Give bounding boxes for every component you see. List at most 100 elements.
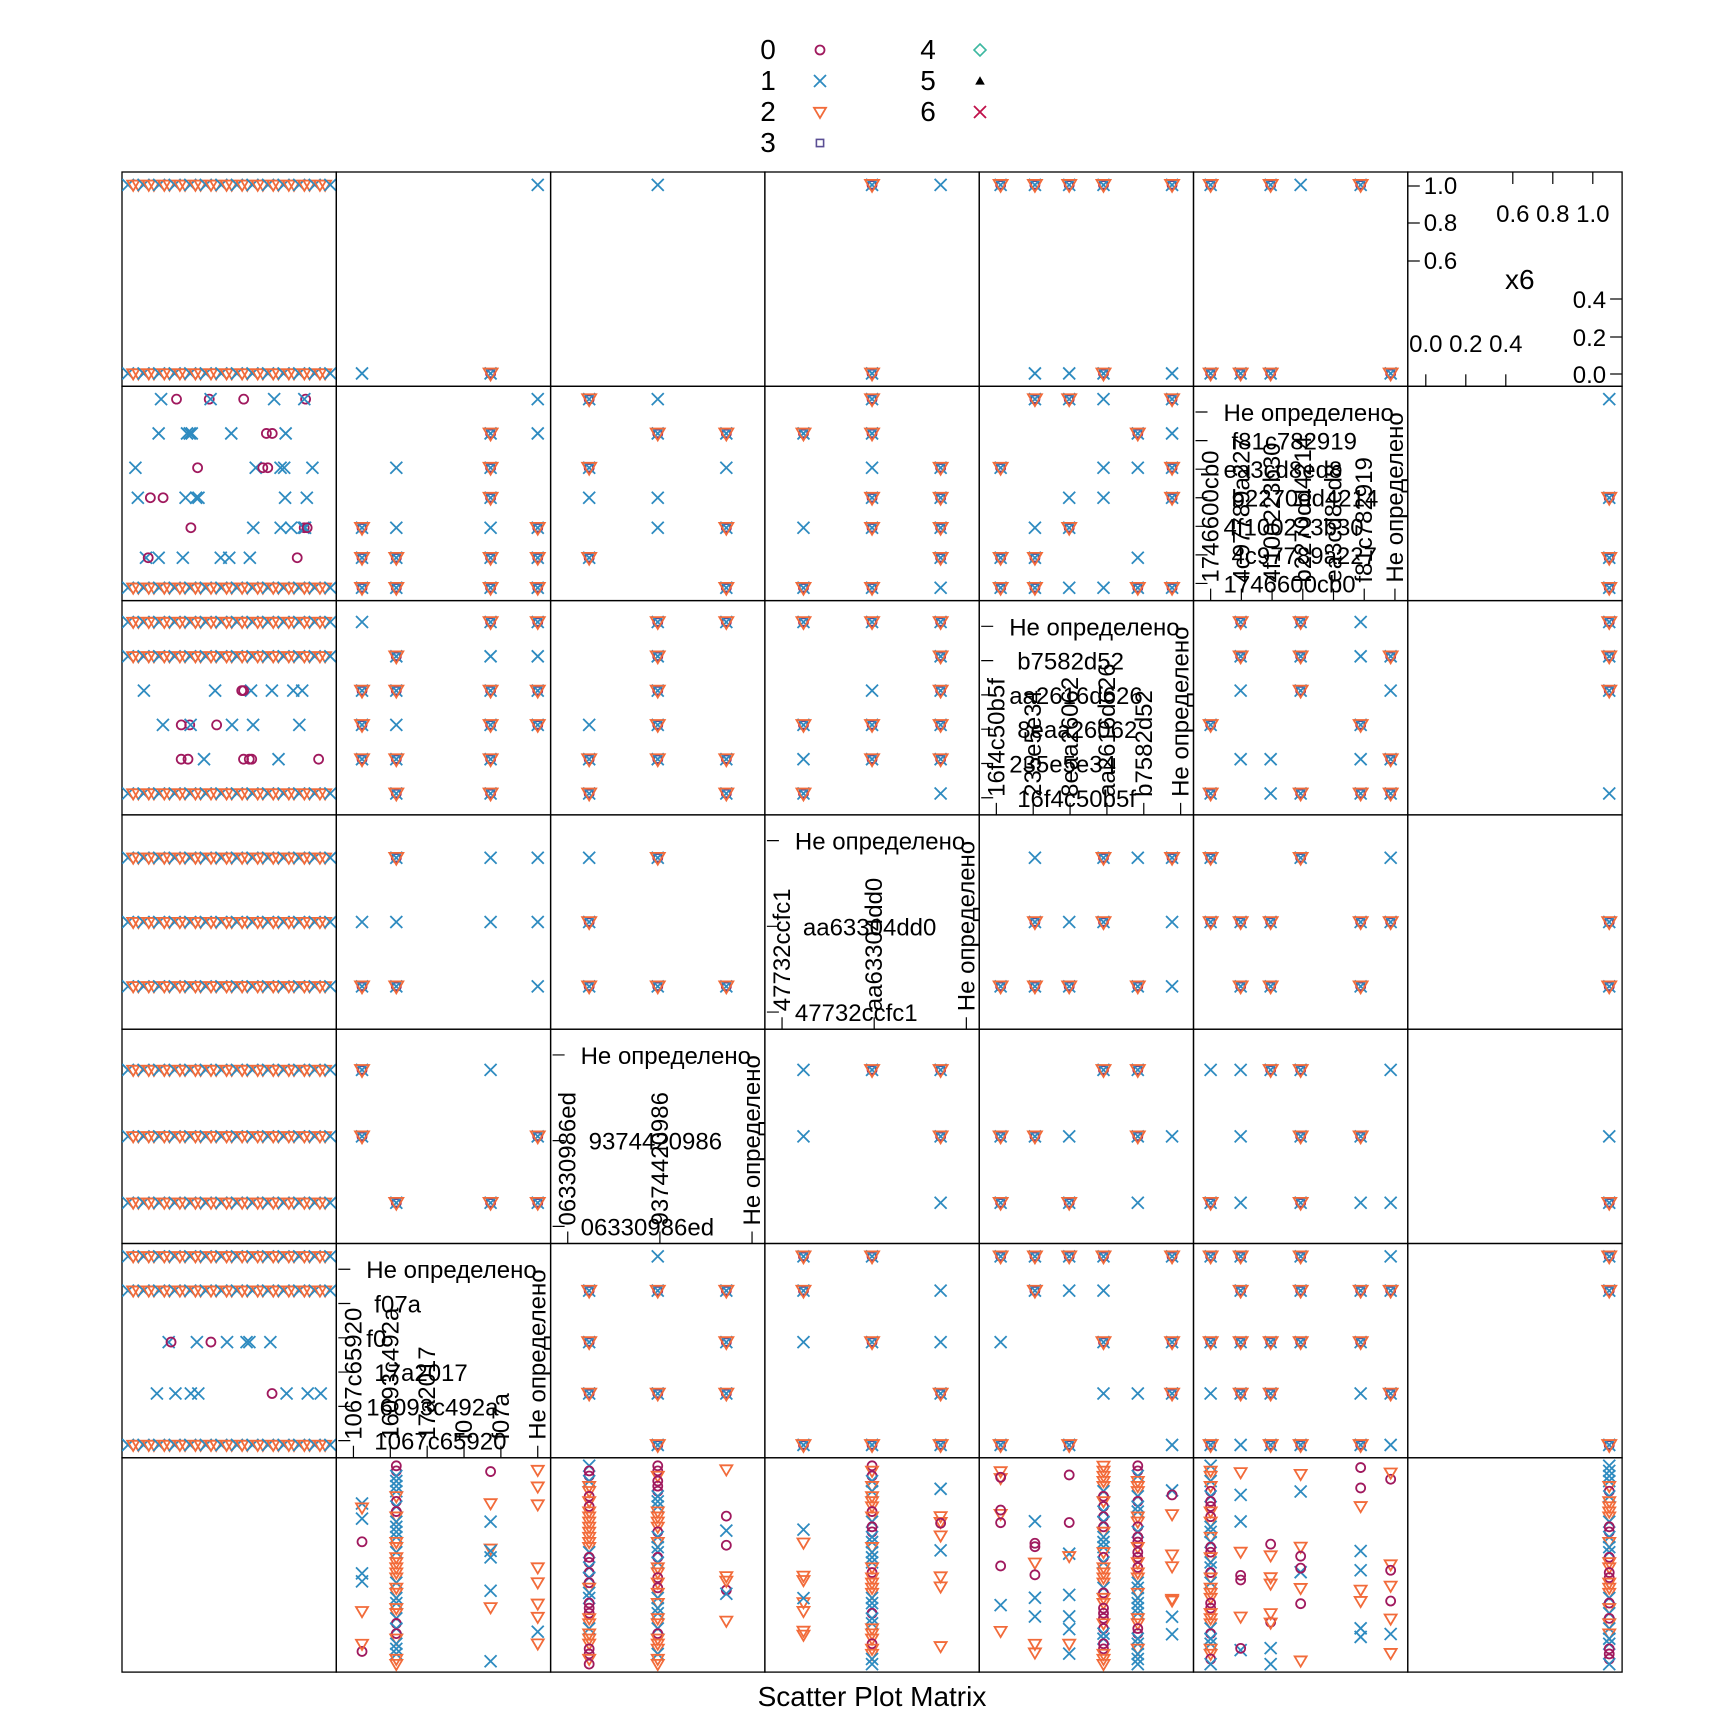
point bbox=[356, 1536, 368, 1548]
point bbox=[651, 491, 665, 505]
legend-label: 2 bbox=[760, 96, 776, 127]
panel-3-0 bbox=[121, 814, 337, 1030]
point bbox=[1292, 1439, 1310, 1454]
point bbox=[262, 462, 274, 474]
point bbox=[933, 1543, 948, 1557]
point bbox=[203, 393, 215, 405]
legend-label: 1 bbox=[760, 65, 776, 96]
point bbox=[863, 1064, 881, 1079]
point bbox=[176, 551, 190, 565]
point bbox=[649, 1284, 667, 1300]
point bbox=[1292, 1336, 1310, 1351]
point bbox=[649, 650, 667, 666]
point bbox=[1603, 1521, 1615, 1533]
point bbox=[1262, 1336, 1280, 1351]
point bbox=[1060, 980, 1078, 996]
point bbox=[482, 491, 500, 507]
point bbox=[1232, 916, 1250, 931]
point bbox=[529, 684, 547, 700]
diag-level-label-rot: Не определено bbox=[525, 1269, 552, 1439]
point bbox=[1129, 427, 1147, 443]
x6-tick-label: 0.0 bbox=[1409, 331, 1442, 358]
point bbox=[354, 1638, 370, 1652]
point bbox=[1060, 1196, 1078, 1212]
panel-frame bbox=[1407, 599, 1623, 816]
point bbox=[1600, 1439, 1618, 1454]
point bbox=[933, 1335, 948, 1349]
point bbox=[1294, 1284, 1308, 1298]
point bbox=[1602, 1129, 1616, 1143]
point bbox=[1355, 1482, 1367, 1494]
point bbox=[1204, 178, 1218, 192]
point bbox=[932, 1439, 950, 1454]
panel-frame bbox=[121, 385, 337, 602]
panel-3-4 bbox=[978, 814, 1195, 1030]
point bbox=[580, 916, 598, 931]
diag-level-label-rot: 9374420986 bbox=[647, 1092, 674, 1225]
point bbox=[278, 491, 292, 505]
point bbox=[483, 1063, 498, 1077]
point bbox=[1600, 1196, 1618, 1212]
point bbox=[1382, 650, 1400, 666]
point bbox=[932, 491, 950, 507]
point bbox=[530, 1611, 546, 1625]
point bbox=[1029, 1541, 1041, 1553]
point bbox=[1204, 1063, 1218, 1077]
panel-frame bbox=[121, 1242, 337, 1459]
panel-4-5 bbox=[1192, 1028, 1409, 1245]
point bbox=[1603, 1567, 1615, 1578]
panel-frame bbox=[549, 385, 766, 602]
point bbox=[1026, 551, 1044, 567]
panel-frame bbox=[121, 1457, 337, 1673]
point bbox=[933, 581, 948, 595]
legend-label: 0 bbox=[760, 34, 776, 65]
diag-level-label-rot: 06330986ed bbox=[555, 1092, 582, 1225]
point bbox=[1295, 1598, 1307, 1610]
point bbox=[482, 684, 500, 700]
diag-level-label-rot: 47732ccfc1 bbox=[769, 888, 796, 1011]
panel-frame bbox=[1407, 814, 1623, 1030]
panel-frame bbox=[764, 599, 980, 816]
point bbox=[1234, 1249, 1248, 1263]
point bbox=[932, 719, 950, 734]
point bbox=[1352, 1130, 1370, 1146]
point bbox=[1062, 915, 1076, 929]
point bbox=[1383, 1613, 1399, 1627]
point bbox=[387, 581, 405, 597]
panel-frame bbox=[1192, 814, 1409, 1030]
diag-level-label: 9374420986 bbox=[589, 1129, 722, 1156]
point bbox=[323, 851, 337, 865]
point bbox=[580, 393, 598, 408]
point bbox=[995, 1504, 1007, 1516]
point bbox=[1096, 1626, 1111, 1641]
point bbox=[131, 491, 145, 505]
point bbox=[580, 1387, 598, 1403]
point bbox=[1234, 1196, 1248, 1210]
point bbox=[355, 366, 369, 381]
panel-frame bbox=[764, 171, 980, 387]
point bbox=[1098, 1602, 1109, 1614]
point bbox=[389, 1474, 403, 1488]
point bbox=[1263, 1608, 1279, 1622]
point bbox=[1263, 1617, 1279, 1631]
point bbox=[1026, 581, 1044, 597]
point bbox=[1354, 178, 1368, 192]
point bbox=[933, 178, 948, 192]
panel-frame bbox=[1192, 599, 1409, 816]
point bbox=[1131, 1196, 1145, 1210]
point bbox=[1602, 1464, 1616, 1478]
point bbox=[1232, 616, 1250, 631]
point bbox=[387, 1196, 405, 1212]
point bbox=[651, 1249, 665, 1263]
point bbox=[863, 1439, 881, 1454]
point bbox=[1131, 1499, 1145, 1514]
point bbox=[260, 428, 272, 439]
point bbox=[1354, 1630, 1368, 1644]
diag-level-label: f07a bbox=[374, 1292, 421, 1319]
point bbox=[1094, 1336, 1113, 1351]
point bbox=[1062, 1588, 1076, 1602]
point bbox=[277, 461, 291, 475]
point bbox=[323, 615, 337, 629]
point bbox=[1354, 1563, 1368, 1577]
